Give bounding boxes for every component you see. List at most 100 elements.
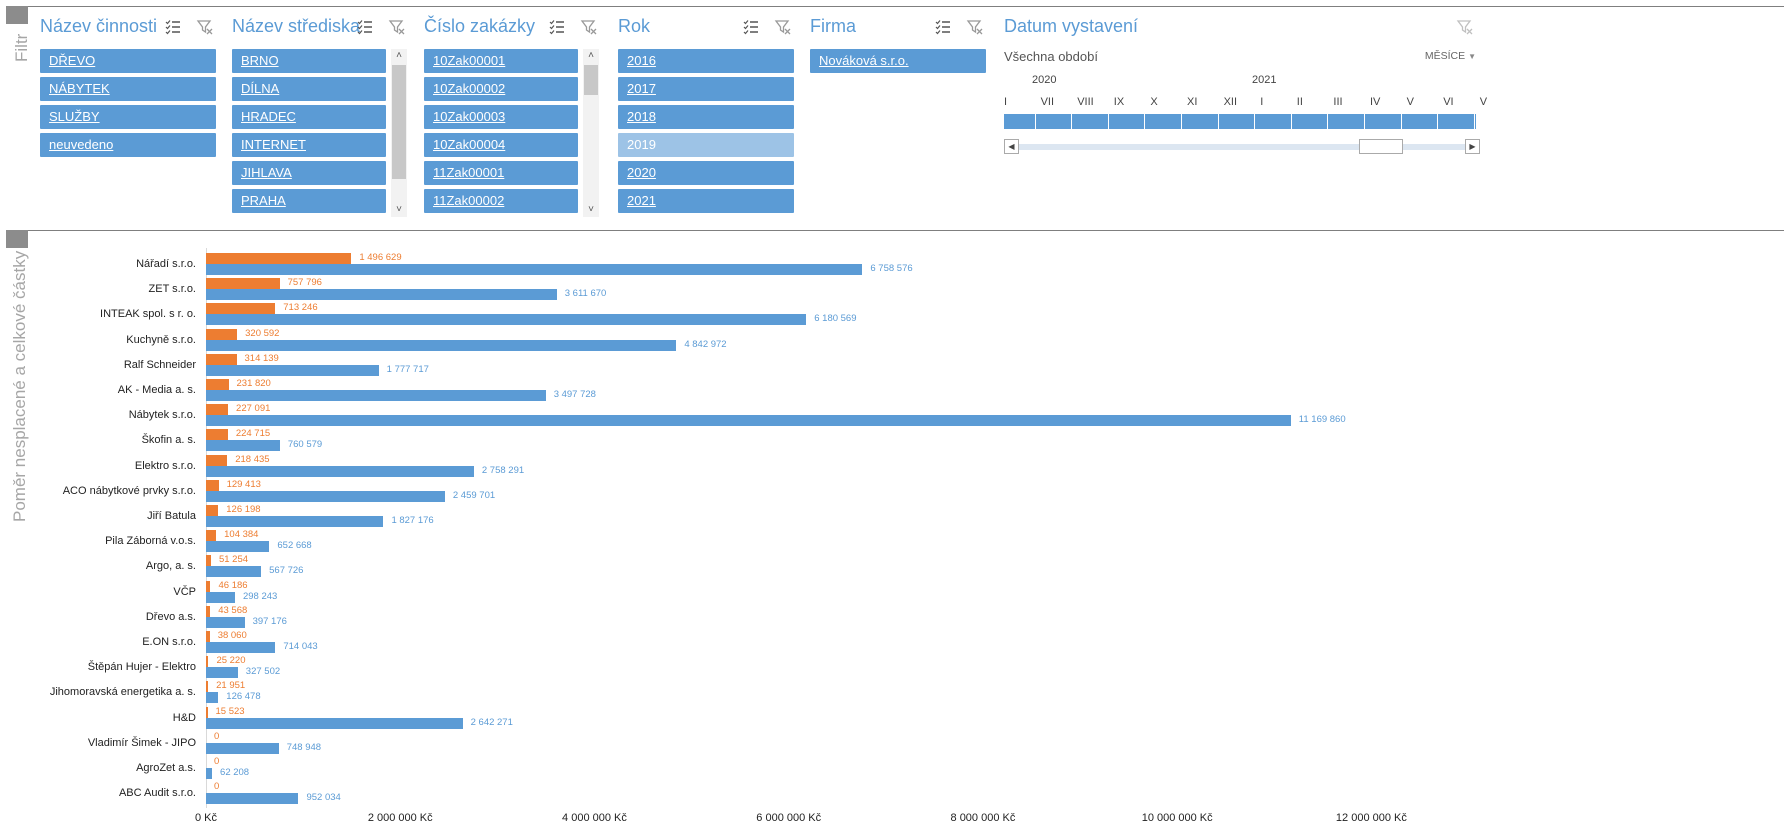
- data-label: 397 176: [252, 615, 287, 627]
- scroll-thumb[interactable]: [584, 65, 598, 95]
- filter-panel-top-border: [6, 6, 1784, 7]
- data-label: 2 459 701: [452, 489, 496, 501]
- bar-total: [206, 490, 445, 502]
- scroll-up-arrow-icon[interactable]: ˄: [588, 50, 594, 61]
- chevron-down-icon: ▼: [1468, 52, 1476, 61]
- timeline-month-divider: [1400, 114, 1402, 129]
- timeline-slicer[interactable]: Datum vystavení Všechna období MĚSÍCE ▼ …: [1004, 12, 1487, 162]
- slicer-item[interactable]: 2019: [618, 133, 794, 157]
- data-label: 757 796: [287, 277, 322, 289]
- slicer-item[interactable]: 10Zak00002: [424, 77, 578, 101]
- slicer-item[interactable]: SLUŽBY: [40, 105, 216, 129]
- clear-filter-icon[interactable]: [966, 18, 984, 36]
- slicer-item[interactable]: 2020: [618, 161, 794, 185]
- scroll-thumb[interactable]: [392, 65, 406, 179]
- clear-filter-icon[interactable]: [774, 18, 792, 36]
- slicer-item[interactable]: 10Zak00004: [424, 133, 578, 157]
- slicer-item[interactable]: DÍLNA: [232, 77, 386, 101]
- chart-panel-handle[interactable]: [6, 230, 28, 248]
- slicer-item[interactable]: HRADEC: [232, 105, 386, 129]
- timeline-month[interactable]: I: [1260, 96, 1264, 108]
- slicer-item[interactable]: 10Zak00003: [424, 105, 578, 129]
- filter-panel-handle[interactable]: [6, 6, 28, 24]
- bar-outstanding: [206, 328, 238, 340]
- slicer-item[interactable]: INTERNET: [232, 133, 386, 157]
- slicer-item[interactable]: PRAHA: [232, 189, 386, 213]
- timeline-level-dropdown[interactable]: MĚSÍCE ▼: [1425, 50, 1476, 62]
- slicer-item[interactable]: neuvedeno: [40, 133, 216, 157]
- timeline-month[interactable]: XII: [1223, 96, 1238, 108]
- multi-select-icon[interactable]: [934, 18, 952, 36]
- timeline-level-label: MĚSÍCE: [1424, 50, 1466, 62]
- category-label: Pila Záborná v.o.s.: [105, 535, 196, 548]
- slicer-item[interactable]: JIHLAVA: [232, 161, 386, 185]
- timeline-month[interactable]: VII: [1040, 96, 1055, 108]
- data-label: 126 198: [226, 504, 261, 515]
- slicer-scrollbar[interactable]: ˄ ˅: [391, 49, 407, 217]
- slicer-item[interactable]: 2021: [618, 189, 794, 213]
- data-label: 224 715: [235, 428, 271, 440]
- timeline-month[interactable]: VIII: [1077, 96, 1094, 108]
- timeline-month[interactable]: II: [1296, 96, 1303, 108]
- data-label: 51 254: [218, 554, 249, 566]
- bar-outstanding: [206, 454, 228, 466]
- category-label: INTEAK spol. s r. o.: [100, 308, 196, 321]
- slicer-scrollbar[interactable]: ˄ ˅: [583, 49, 599, 217]
- clear-filter-icon[interactable]: [388, 18, 406, 36]
- multi-select-icon[interactable]: [164, 18, 182, 36]
- timeline-month[interactable]: XI: [1187, 96, 1198, 108]
- timeline-month[interactable]: I: [1004, 96, 1008, 108]
- scroll-down-arrow-icon[interactable]: ˅: [396, 204, 402, 215]
- clear-filter-icon[interactable]: [580, 18, 598, 36]
- category-label: Škofin a. s.: [141, 434, 196, 447]
- bar-total: [206, 339, 677, 351]
- multi-select-icon[interactable]: [356, 18, 374, 36]
- scroll-down-arrow-icon[interactable]: ˅: [588, 204, 594, 215]
- clear-filter-icon[interactable]: [1456, 18, 1474, 36]
- timeline-month[interactable]: III: [1333, 96, 1343, 108]
- slicer-item[interactable]: BRNO: [232, 49, 386, 73]
- slicer-title: Číslo zakázky: [424, 16, 536, 36]
- data-label: 652 668: [277, 540, 312, 552]
- bar-total: [206, 364, 379, 376]
- timeline-month[interactable]: V: [1479, 96, 1488, 108]
- slicer-item[interactable]: NÁBYTEK: [40, 77, 216, 101]
- timeline-scroll-thumb[interactable]: [1359, 139, 1403, 154]
- slicer-item[interactable]: 11Zak00002: [424, 189, 578, 213]
- scroll-left-arrow-icon[interactable]: ◀: [1004, 139, 1019, 154]
- data-label: 1 777 717: [386, 363, 429, 375]
- slicer-item[interactable]: 10Zak00001: [424, 49, 578, 73]
- data-label: 0: [214, 730, 220, 742]
- category-label: Jiří Batula: [147, 510, 196, 522]
- bar-outstanding: [206, 404, 229, 416]
- category-label: Dřevo a.s.: [145, 610, 196, 623]
- slicer-item[interactable]: 11Zak00001: [424, 161, 578, 185]
- timeline-period-bar[interactable]: [1004, 114, 1476, 129]
- category-label: Jihomoravská energetika a. s.: [49, 686, 196, 699]
- filter-panel-label: Filtr: [12, 33, 31, 62]
- timeline-month[interactable]: VI: [1443, 96, 1454, 108]
- multi-select-icon[interactable]: [548, 18, 566, 36]
- timeline-month[interactable]: IX: [1113, 96, 1125, 108]
- timeline-month[interactable]: X: [1150, 96, 1158, 108]
- slicer-item[interactable]: Nováková s.r.o.: [810, 49, 986, 73]
- bar-outstanding: [206, 681, 209, 693]
- scroll-up-arrow-icon[interactable]: ˄: [396, 50, 402, 61]
- data-label: 748 948: [286, 741, 322, 753]
- bar-total: [206, 289, 557, 301]
- data-label: 1 496 629: [359, 252, 402, 263]
- timeline-month[interactable]: V: [1406, 96, 1414, 108]
- slicer-item[interactable]: DŘEVO: [40, 49, 216, 73]
- scroll-right-arrow-icon[interactable]: ▶: [1465, 139, 1480, 154]
- bar-outstanding: [206, 631, 210, 642]
- multi-select-icon[interactable]: [742, 18, 760, 36]
- slicer-item[interactable]: 2018: [618, 105, 794, 129]
- category-label: AK - Media a. s.: [117, 384, 196, 396]
- slicer-item[interactable]: 2016: [618, 49, 794, 73]
- data-label: 567 726: [269, 565, 304, 577]
- clear-filter-icon[interactable]: [196, 18, 214, 36]
- timeline-month[interactable]: IV: [1370, 96, 1381, 108]
- slicer-title: Název střediska: [232, 16, 361, 36]
- timeline-scrollbar[interactable]: ◀ ▶: [1004, 139, 1480, 154]
- slicer-item[interactable]: 2017: [618, 77, 794, 101]
